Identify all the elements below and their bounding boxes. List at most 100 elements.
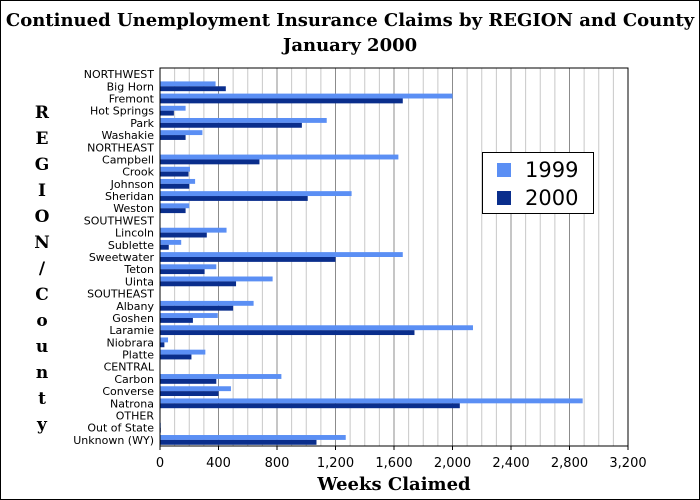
- bar-2000-weston: [160, 208, 186, 214]
- bar-2000-washakie: [160, 135, 186, 140]
- legend-swatch-1999: [497, 163, 511, 177]
- category-label: Niobrara: [106, 336, 154, 349]
- y-axis-label-char: t: [38, 389, 46, 409]
- bar-2000-lincoln: [160, 232, 207, 238]
- legend-label-1999: 1999: [525, 158, 579, 182]
- bar-1999-sublette: [160, 239, 182, 245]
- category-label: Sweetwater: [89, 251, 155, 264]
- x-tick-label: 2,800: [551, 456, 588, 471]
- x-tick-label: 2,400: [492, 456, 529, 471]
- category-label: NORTHWEST: [84, 68, 155, 81]
- bar-1999-johnson: [160, 178, 196, 184]
- bar-2000-niobrara: [160, 342, 165, 348]
- bar-1999-uinta: [160, 276, 273, 282]
- x-axis-label: Weeks Claimed: [317, 474, 471, 495]
- bar-2000-uinta: [160, 281, 237, 287]
- bar-1999-albany: [160, 300, 254, 306]
- x-tick-label: 0: [156, 456, 164, 471]
- bar-2000-goshen: [160, 317, 193, 323]
- x-tick-label: 3,200: [609, 456, 646, 471]
- bar-2000-natrona: [160, 403, 460, 409]
- x-tick-label: 2,000: [434, 456, 471, 471]
- y-axis-label-char: G: [34, 155, 50, 175]
- legend-label-2000: 2000: [525, 186, 579, 210]
- y-axis-label-char: /: [38, 259, 46, 279]
- x-tick-labels: 0 400 800 1,200 1,600 2,000 2,400 2,800 3,200: [156, 456, 647, 471]
- category-label: Weston: [113, 202, 154, 215]
- bar-2000-park: [160, 122, 302, 128]
- bar-2000-crook: [160, 171, 189, 177]
- bar-1999-lincoln: [160, 227, 227, 233]
- category-label: Johnson: [110, 178, 154, 191]
- bar-2000-laramie: [160, 330, 415, 336]
- x-tick-label: 1,600: [375, 456, 412, 471]
- bar-1999-goshen: [160, 313, 218, 318]
- bar-1999-sweetwater: [160, 252, 403, 257]
- bar-1999-sheridan: [160, 191, 352, 197]
- bar-2000-campbell: [160, 159, 260, 165]
- bar-2000-converse: [160, 391, 219, 397]
- y-axis-label-char: o: [36, 311, 48, 331]
- bar-1999-converse: [160, 386, 231, 392]
- bar-2000-carbon: [160, 378, 217, 384]
- bar-1999-natrona: [160, 398, 583, 404]
- category-label: Uinta: [125, 275, 154, 288]
- y-axis-label-char: I: [38, 181, 46, 201]
- bar-1999-big-horn: [160, 81, 216, 87]
- y-axis-label-char: u: [35, 337, 49, 357]
- category-label: CENTRAL: [104, 361, 155, 374]
- bar-1999-teton: [160, 264, 217, 270]
- bar-2000-fremont: [160, 98, 403, 104]
- category-label: OTHER: [116, 410, 155, 423]
- x-tick-label: 800: [265, 456, 290, 471]
- bar-1999-unknown-wy-: [160, 435, 346, 440]
- category-label: Laramie: [109, 324, 154, 337]
- category-label: Platte: [122, 349, 154, 362]
- y-axis-label-char: y: [37, 415, 47, 435]
- category-label: SOUTHWEST: [84, 214, 154, 227]
- bar-2000-sweetwater: [160, 257, 336, 262]
- category-label: Park: [130, 117, 154, 130]
- category-label: NORTHEAST: [87, 141, 154, 154]
- category-label: Unknown (WY): [73, 434, 154, 447]
- y-axis-label-char: N: [34, 233, 50, 253]
- category-label: Albany: [116, 300, 154, 313]
- bar-1999-crook: [160, 166, 190, 172]
- y-axis-label-char: R: [34, 103, 50, 123]
- category-label: Goshen: [112, 312, 154, 325]
- y-axis-label-char: n: [35, 363, 49, 383]
- bar-2000-big-horn: [160, 86, 226, 92]
- bar-2000-johnson: [160, 183, 190, 189]
- category-label: Teton: [123, 263, 154, 276]
- chart-title-line-2: January 2000: [282, 35, 418, 56]
- bars: [160, 81, 583, 445]
- legend-item-2000: 2000: [497, 186, 578, 210]
- bar-1999-weston: [160, 203, 190, 209]
- bar-2000-albany: [160, 305, 234, 311]
- category-label: Sublette: [108, 239, 154, 252]
- bar-2000-platte: [160, 354, 192, 360]
- bar-1999-hot-springs: [160, 105, 186, 111]
- chart-title-line-1: Continued Unemployment Insurance Claims …: [5, 10, 695, 31]
- bar-2000-sheridan: [160, 196, 308, 201]
- bar-1999-campbell: [160, 154, 399, 160]
- category-label: Big Horn: [107, 80, 154, 93]
- legend: 1999 2000: [482, 152, 594, 214]
- category-label: Sheridan: [105, 190, 154, 203]
- legend-item-1999: 1999: [497, 158, 578, 182]
- bar-2000-unknown-wy-: [160, 439, 317, 445]
- bar-1999-niobrara: [160, 337, 169, 343]
- category-label: Campbell: [102, 153, 154, 166]
- chart-title: Continued Unemployment Insurance Claims …: [0, 8, 700, 58]
- axes: [159, 67, 629, 450]
- y-axis-label-char: C: [35, 285, 49, 305]
- bar-1999-carbon: [160, 374, 282, 379]
- category-label: Natrona: [110, 397, 154, 410]
- category-label: Lincoln: [115, 227, 154, 240]
- category-label: Fremont: [109, 92, 155, 105]
- x-tick-label: 400: [206, 456, 231, 471]
- bar-2000-teton: [160, 269, 205, 275]
- category-label: Out of State: [87, 422, 154, 435]
